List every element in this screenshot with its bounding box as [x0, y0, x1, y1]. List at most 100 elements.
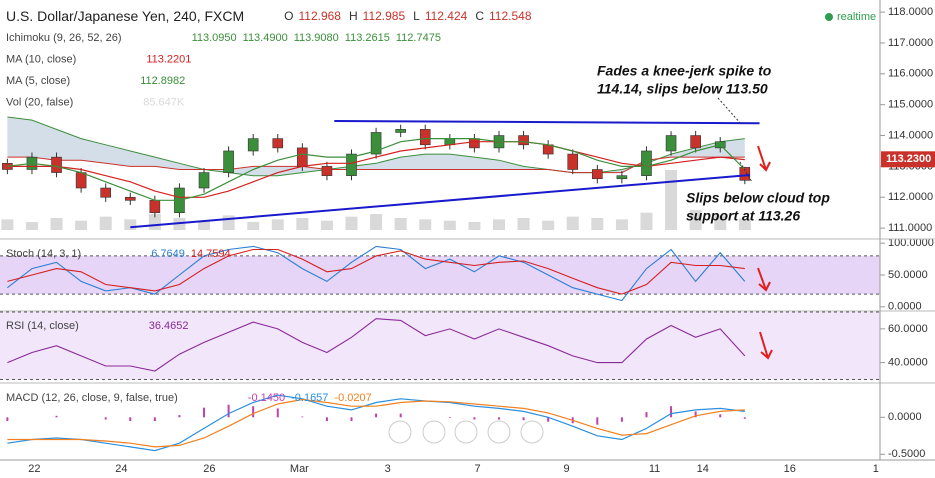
ohlc-value: 112.968 [298, 9, 341, 23]
candle-body [370, 132, 382, 155]
volume-bar [738, 218, 751, 230]
x-tick-label: 22 [28, 463, 40, 475]
histogram-bar [620, 417, 623, 422]
legend: MA (10, close) 113.2201 [6, 53, 191, 65]
trendline [334, 120, 760, 125]
histogram-bar [325, 417, 328, 421]
volume-bar [1, 219, 14, 230]
x-tick-label: 11 [649, 463, 660, 475]
legend-item: -0.1657 [291, 392, 328, 404]
histogram-bar [6, 417, 9, 421]
y-tick-label: 111.0000 [888, 222, 932, 234]
y-tick-label: 114.0000 [888, 129, 933, 141]
volume-bar [665, 170, 678, 230]
ohlc-value: 112.985 [363, 9, 406, 23]
legend: Stoch (14, 3, 1) 6.7649 14.7594 [6, 248, 231, 260]
histogram-bar [350, 417, 353, 421]
histogram-bar [129, 417, 132, 421]
candle-body [247, 138, 259, 152]
legend: MA (5, close) 112.8982 [6, 75, 185, 87]
candle-body [198, 172, 210, 189]
y-tick-label: 117.0000 [888, 37, 933, 49]
volume-bar [345, 216, 358, 230]
histogram-bar [375, 413, 378, 418]
histogram-bar [227, 404, 230, 418]
histogram-bar [399, 413, 402, 418]
volume-bar [640, 212, 653, 230]
candle-body [272, 138, 284, 149]
volume-bar [222, 215, 235, 230]
histogram-bar [473, 417, 476, 420]
ma-line [7, 141, 745, 198]
candle-body [419, 129, 431, 146]
candle-body [567, 153, 579, 170]
volume-bar [320, 220, 333, 230]
x-tick-label: 1 [873, 463, 879, 475]
candle-body [100, 187, 111, 198]
indicator-line [7, 248, 745, 295]
candle-body [665, 135, 677, 152]
ohlc-label: L [413, 9, 420, 23]
volume-bar [468, 222, 481, 230]
x-tick-label: 3 [385, 463, 391, 475]
legend-item: 112.7475 [396, 32, 441, 44]
toolbar [388, 420, 544, 444]
volume-bar [124, 219, 137, 230]
histogram-bar [694, 411, 697, 418]
candle-body [321, 166, 333, 176]
y-tick-label: 50.0000 [888, 269, 928, 281]
title: U.S. Dollar/Japanese Yen, 240, FXCM O 112.… [6, 8, 532, 24]
legend-item: MACD (12, 26, close, 9, false, true) [6, 392, 178, 404]
cloud-span-a [7, 116, 745, 177]
histogram-bar [301, 416, 304, 418]
title-text: U.S. Dollar/Japanese Yen, 240, FXCM [6, 8, 244, 24]
candle-body [346, 153, 357, 176]
y-tick-label: 40.0000 [888, 357, 928, 369]
annotation: Fades a knee-jerk spike to [597, 63, 772, 79]
legend: RSI (14, close) 36.4652 [6, 320, 189, 332]
volume-bar [542, 220, 555, 230]
legend-item: 113.0950 [192, 32, 237, 44]
volume-bar [443, 220, 456, 230]
status: realtime [837, 11, 876, 23]
x-tick-label: 14 [697, 463, 709, 475]
legend: Ichimoku (9, 26, 52, 26) 113.0950 113.4900… [6, 32, 441, 44]
candle-body [518, 135, 529, 146]
y-tick-label: 112.0000 [888, 191, 933, 203]
price-tag: 113.2300 [886, 153, 931, 165]
legend-item: Vol (20, false) [6, 96, 73, 108]
volume-bar [394, 218, 407, 230]
histogram-bar [596, 417, 599, 425]
indicator-line [7, 318, 746, 372]
volume-bar [591, 218, 604, 230]
y-tick-label: 118.0000 [888, 6, 933, 18]
x-tick-label: 24 [115, 463, 127, 475]
candle-body [592, 169, 603, 180]
x-tick-label: 16 [784, 463, 796, 475]
macd-line [7, 394, 745, 452]
volume-bar [99, 216, 112, 230]
histogram-bar [276, 408, 279, 418]
volume-bar [689, 210, 702, 230]
histogram-bar [55, 415, 58, 418]
candle-body [469, 138, 480, 149]
cloud-fill [7, 117, 745, 176]
candle-body [51, 156, 62, 173]
volume-bar [50, 218, 63, 230]
y-tick-label: 60.0000 [888, 323, 928, 335]
histogram-bar [203, 407, 206, 418]
legend-item: 85.647K [143, 96, 185, 108]
candle-body [124, 196, 136, 201]
volume-bar [492, 219, 505, 230]
y-tick-label: 0.0000 [888, 301, 922, 313]
annotation: support at 113.26 [686, 208, 800, 224]
volume-bar [615, 219, 628, 230]
volume-bar [296, 218, 309, 230]
legend-item: Stoch (14, 3, 1) [6, 248, 81, 260]
ma-line [7, 138, 746, 201]
volume-bar [517, 218, 530, 230]
histogram-bar [153, 417, 156, 421]
annotation: 114.14, slips below 113.50 [597, 81, 768, 97]
candle-body [616, 175, 628, 180]
